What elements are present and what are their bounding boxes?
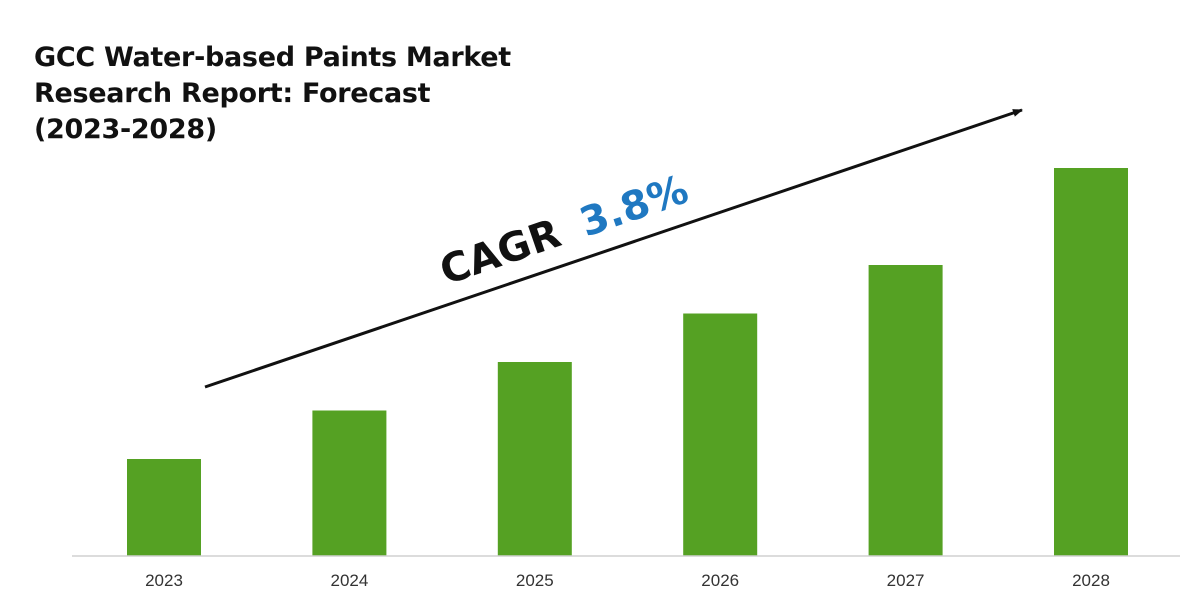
x-tick-label-2024: 2024	[330, 571, 368, 590]
x-tick-label-2026: 2026	[701, 571, 739, 590]
bar-2024	[312, 410, 387, 556]
bar-2026	[683, 313, 758, 556]
chart-title-line-1: GCC Water-based Paints Market	[34, 42, 511, 73]
cagr-annotation: CAGR 3.8%	[434, 167, 694, 295]
bar-2028	[1054, 168, 1128, 556]
x-tick-labels: 2023 2024 2025 2026 2027 2028	[145, 571, 1110, 590]
x-tick-label-2028: 2028	[1072, 571, 1110, 590]
x-tick-label-2025: 2025	[516, 571, 554, 590]
x-tick-label-2023: 2023	[145, 571, 183, 590]
bar-2025	[497, 362, 572, 556]
chart-title-line-2: Research Report: Forecast	[34, 78, 431, 109]
cagr-annotation-text: CAGR 3.8%	[434, 167, 694, 295]
chart-title-line-3: (2023-2028)	[34, 114, 217, 145]
cagr-value: 3.8%	[574, 167, 694, 247]
bar-2023	[127, 459, 201, 556]
bar-2027	[868, 265, 943, 556]
chart-title: GCC Water-based Paints Market Research R…	[34, 40, 554, 148]
bars-layer	[127, 168, 1128, 556]
cagr-trend-arrow	[204, 108, 1023, 389]
cagr-label: CAGR	[434, 211, 566, 295]
x-tick-label-2027: 2027	[887, 571, 925, 590]
